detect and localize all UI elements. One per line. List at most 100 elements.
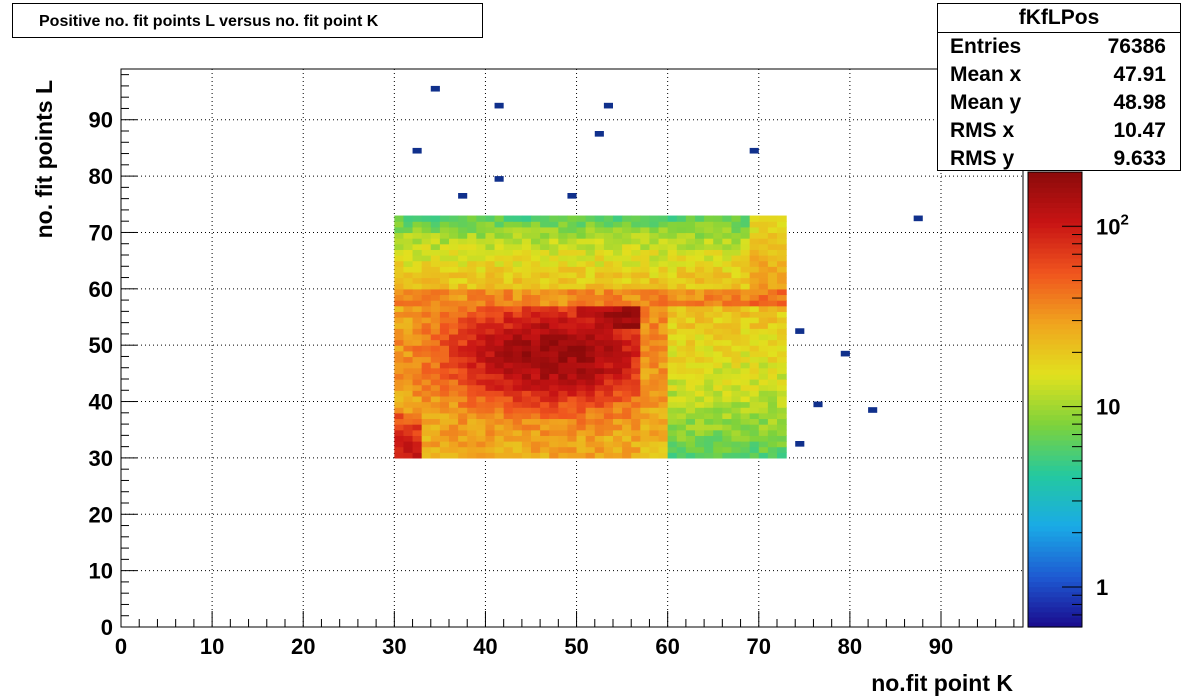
- heatmap-cell: [540, 249, 550, 256]
- palette-cell: [1028, 177, 1082, 183]
- heatmap-cell: [439, 328, 450, 335]
- heatmap-cell: [740, 300, 751, 307]
- heatmap-cell: [649, 243, 660, 250]
- heatmap-cell: [521, 266, 532, 273]
- heatmap-cell: [594, 226, 605, 234]
- heatmap-cell: [412, 435, 423, 442]
- heatmap-cell: [685, 333, 696, 341]
- heatmap-cell: [540, 243, 550, 250]
- heatmap-cell: [667, 379, 678, 386]
- palette-cell: [1028, 232, 1082, 239]
- heatmap-cell: [695, 384, 705, 391]
- heatmap-cell: [494, 255, 505, 262]
- heatmap-cell: [658, 362, 669, 369]
- heatmap-cell: [439, 407, 450, 414]
- palette-cell: [1028, 298, 1082, 305]
- heatmap-cell: [549, 243, 559, 250]
- heatmap-cell: [403, 243, 414, 250]
- heatmap-cell: [585, 243, 596, 250]
- heatmap-cell: [512, 226, 523, 234]
- heatmap-cell: [476, 226, 487, 234]
- heatmap-cell: [430, 300, 441, 307]
- heatmap-cell: [667, 339, 678, 346]
- heatmap-cell: [494, 350, 505, 358]
- heatmap-cell: [676, 255, 687, 262]
- heatmap-cell: [421, 226, 432, 234]
- heatmap-cell: [704, 277, 714, 284]
- heatmap-cell: [503, 441, 514, 448]
- heatmap-cell: [740, 305, 751, 312]
- heatmap-cell: [449, 283, 459, 290]
- heatmap-cell: [467, 412, 477, 420]
- heatmap-cell: [685, 362, 696, 369]
- heatmap-cell: [740, 226, 751, 234]
- isolated-point: [603, 102, 613, 109]
- heatmap-cell: [594, 350, 605, 358]
- heatmap-cell: [613, 215, 623, 222]
- heatmap-cell: [449, 345, 459, 352]
- heatmap-cell: [649, 345, 660, 352]
- heatmap-cell: [603, 401, 614, 408]
- heatmap-cell: [740, 395, 751, 403]
- heatmap-cell: [430, 215, 441, 222]
- heatmap-cell: [749, 339, 760, 346]
- heatmap-cell: [421, 249, 432, 256]
- heatmap-cell: [512, 412, 523, 420]
- heatmap-cell: [740, 373, 751, 380]
- heatmap-cell: [667, 418, 678, 425]
- heatmap-cell: [512, 362, 523, 369]
- heatmap-cell: [485, 271, 496, 279]
- heatmap-cell: [603, 266, 614, 273]
- heatmap-cell: [767, 379, 778, 386]
- isolated-point: [594, 131, 604, 137]
- heatmap-cell: [503, 345, 514, 352]
- heatmap-cell: [549, 384, 559, 391]
- heatmap-cell: [640, 429, 651, 436]
- heatmap-cell: [695, 266, 705, 273]
- heatmap-cell: [449, 243, 459, 250]
- heatmap-cell: [449, 221, 459, 228]
- palette-cell: [1028, 606, 1082, 613]
- heatmap-cell: [731, 345, 742, 352]
- heatmap-cell: [594, 317, 605, 324]
- y-axis-label: no. fit points L: [31, 80, 57, 238]
- heatmap-cell: [622, 311, 632, 318]
- heatmap-cell: [421, 435, 432, 442]
- heatmap-cell: [594, 424, 605, 431]
- heatmap-cell: [603, 339, 614, 346]
- heatmap-cell: [540, 221, 550, 228]
- palette-cell: [1028, 207, 1082, 214]
- heatmap-cell: [467, 277, 477, 284]
- heatmap-cell: [485, 333, 496, 341]
- heatmap-cell: [540, 255, 550, 262]
- heatmap-cell: [476, 243, 487, 250]
- heatmap-cell: [512, 311, 523, 318]
- heatmap-cell: [704, 232, 714, 239]
- heatmap-cell: [777, 384, 787, 391]
- x-tick-label: 50: [564, 634, 588, 659]
- heatmap-cell: [521, 429, 532, 436]
- palette-cell: [1028, 182, 1082, 188]
- heatmap-cell: [749, 294, 760, 301]
- heatmap-cell: [622, 390, 632, 397]
- heatmap-cell: [494, 260, 505, 267]
- heatmap-cell: [430, 243, 441, 250]
- heatmap-cell: [740, 215, 751, 222]
- heatmap-cell: [777, 288, 787, 296]
- palette-cell: [1028, 561, 1082, 567]
- heatmap-cell: [676, 379, 687, 386]
- heatmap-cell: [439, 412, 450, 420]
- heatmap-cell: [640, 356, 651, 363]
- heatmap-cell: [403, 226, 414, 234]
- heatmap-cell: [558, 226, 569, 234]
- x-tick-label: 30: [382, 634, 406, 659]
- heatmap-cell: [549, 345, 559, 352]
- heatmap-cell: [695, 441, 705, 448]
- heatmap-cell: [749, 452, 760, 459]
- heatmap-cell: [649, 300, 660, 307]
- heatmap-cell: [622, 243, 632, 250]
- heatmap-cell: [613, 283, 623, 290]
- heatmap-cell: [649, 412, 660, 420]
- heatmap-cell: [512, 401, 523, 408]
- heatmap-cell: [676, 305, 687, 312]
